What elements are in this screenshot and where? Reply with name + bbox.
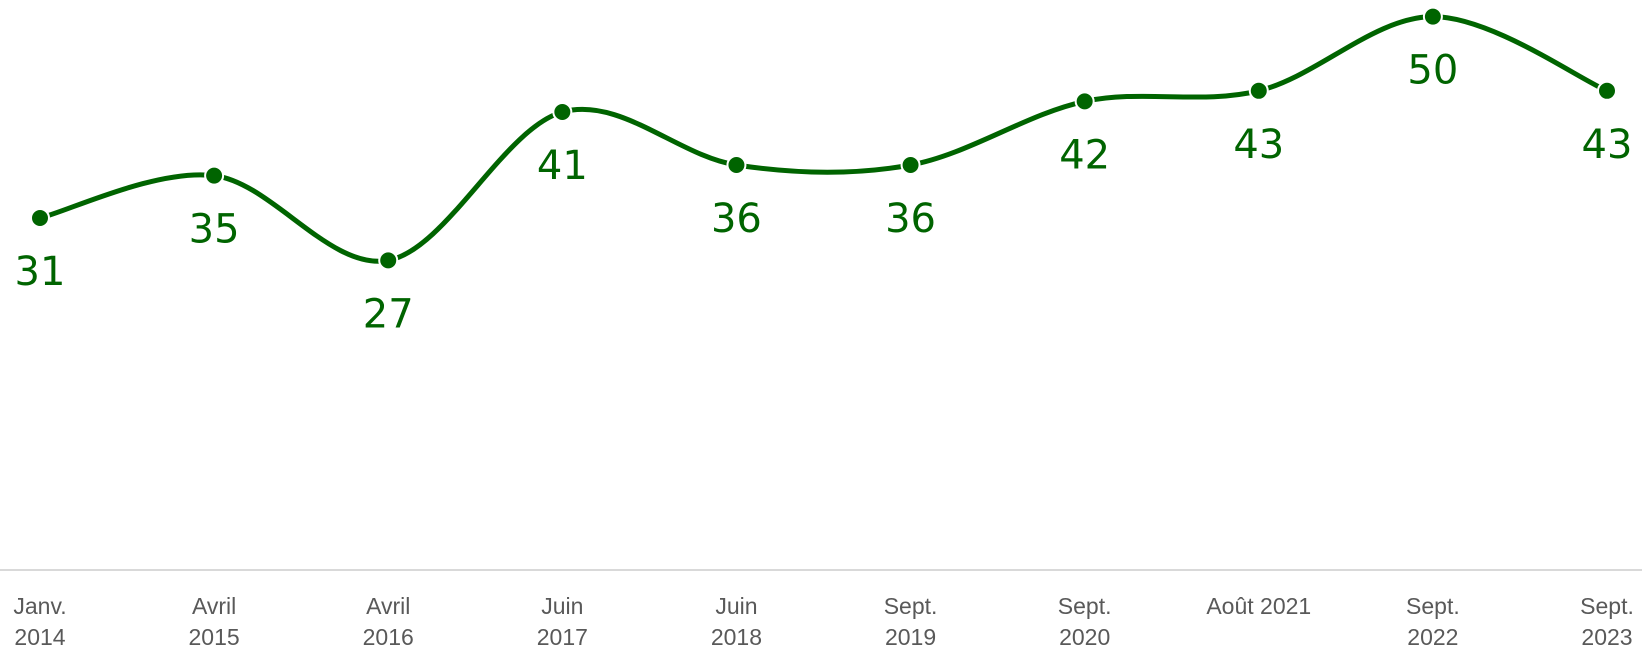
- x-tick-label-line: 2018: [711, 624, 762, 650]
- x-axis-tick-labels: Janv. 2014 Avril 2015 Avril 2016 Juin 2017 Juin 2…: [13, 593, 1634, 650]
- data-point: [204, 165, 225, 186]
- data-label: 42: [1059, 132, 1110, 178]
- data-label: 36: [711, 196, 762, 242]
- data-point: [30, 208, 50, 228]
- x-tick-label-line: 2015: [189, 624, 240, 650]
- data-point: [1422, 6, 1443, 27]
- x-tick-label-line: Janv.: [13, 593, 66, 619]
- x-tick-label-line: 2020: [1059, 624, 1110, 650]
- x-tick-label-line: 2019: [885, 624, 936, 650]
- data-label: 41: [537, 143, 588, 189]
- x-tick-label: Juin 2018: [711, 593, 762, 650]
- x-tick-label-line: Juin: [715, 593, 757, 619]
- series-line: [37, 14, 1610, 264]
- x-tick-label: Avril 2016: [363, 593, 414, 650]
- x-tick-label: Avril 2015: [189, 593, 240, 650]
- data-label: 27: [363, 291, 414, 337]
- x-tick-label-line: Août 2021: [1206, 593, 1311, 619]
- x-tick-label-line: Juin: [541, 593, 583, 619]
- x-tick-label-line: Sept.: [1406, 593, 1460, 619]
- x-tick-label-line: Sept.: [1580, 593, 1634, 619]
- data-point: [1597, 80, 1617, 101]
- x-tick-label: Janv. 2014: [13, 593, 66, 650]
- x-tick-label-line: 2023: [1581, 624, 1632, 650]
- data-label: 43: [1233, 122, 1284, 168]
- x-tick-label: Sept. 2019: [884, 593, 938, 650]
- x-tick-label: Sept. 2022: [1406, 593, 1460, 650]
- data-label: 36: [885, 196, 936, 242]
- x-tick-label-line: 2017: [537, 624, 588, 650]
- x-tick-label: Juin 2017: [537, 593, 588, 650]
- data-point: [552, 102, 573, 122]
- x-tick-label-line: Avril: [192, 593, 236, 619]
- x-tick-label-line: 2016: [363, 624, 414, 650]
- x-tick-label: Sept. 2020: [1058, 593, 1112, 650]
- data-label: 43: [1582, 122, 1633, 168]
- x-tick-label-line: Sept.: [1058, 593, 1112, 619]
- data-label: 50: [1407, 48, 1458, 94]
- data-point: [726, 155, 747, 175]
- x-tick-label-line: Sept.: [884, 593, 938, 619]
- data-point: [1248, 80, 1269, 101]
- data-point: [900, 155, 921, 175]
- data-labels: 31 35 27 41 36 36 42 43 50 43: [15, 48, 1633, 338]
- x-tick-label-line: 2022: [1407, 624, 1458, 650]
- x-tick-label: Août 2021: [1206, 593, 1311, 619]
- data-label: 35: [189, 207, 240, 253]
- x-tick-label-line: Avril: [366, 593, 410, 619]
- x-tick-label: Sept. 2023: [1580, 593, 1634, 650]
- data-label: 31: [15, 249, 66, 295]
- x-tick-label-line: 2014: [14, 624, 65, 650]
- data-point: [1074, 91, 1095, 112]
- data-point: [378, 250, 399, 271]
- data-points: [30, 6, 1617, 271]
